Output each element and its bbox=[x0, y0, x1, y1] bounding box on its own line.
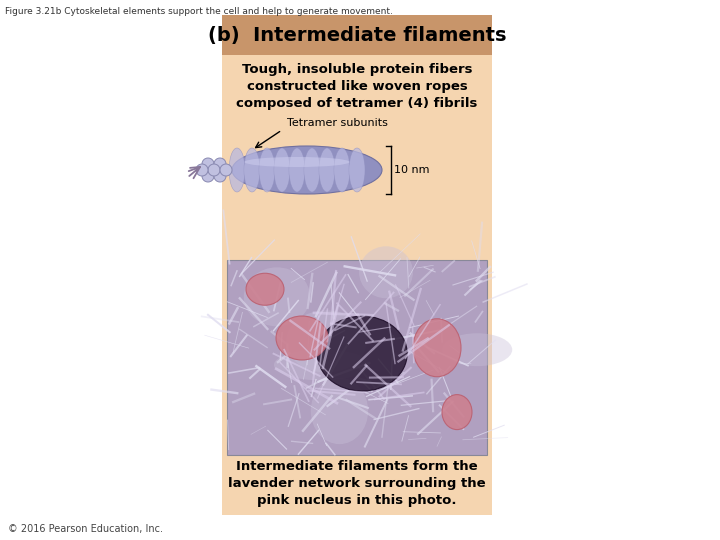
Text: Intermediate filaments form the
lavender network surrounding the
pink nucleus in: Intermediate filaments form the lavender… bbox=[228, 460, 486, 507]
Circle shape bbox=[220, 164, 232, 176]
Text: Figure 3.21b Cytoskeletal elements support the cell and help to generate movemen: Figure 3.21b Cytoskeletal elements suppo… bbox=[5, 7, 393, 16]
FancyBboxPatch shape bbox=[227, 260, 487, 455]
Ellipse shape bbox=[244, 267, 310, 326]
Ellipse shape bbox=[259, 148, 275, 192]
Ellipse shape bbox=[334, 148, 350, 192]
Circle shape bbox=[208, 164, 220, 176]
Ellipse shape bbox=[246, 273, 284, 305]
Circle shape bbox=[202, 158, 214, 170]
FancyBboxPatch shape bbox=[222, 15, 492, 55]
Text: © 2016 Pearson Education, Inc.: © 2016 Pearson Education, Inc. bbox=[8, 524, 163, 534]
Ellipse shape bbox=[274, 349, 370, 380]
Text: (b)  Intermediate filaments: (b) Intermediate filaments bbox=[208, 25, 506, 44]
Ellipse shape bbox=[359, 246, 413, 298]
Ellipse shape bbox=[304, 148, 320, 192]
Text: 10 nm: 10 nm bbox=[394, 165, 430, 175]
Ellipse shape bbox=[413, 319, 461, 377]
Circle shape bbox=[214, 170, 226, 182]
Text: Tough, insoluble protein fibers
constructed like woven ropes
composed of tetrame: Tough, insoluble protein fibers construc… bbox=[236, 63, 477, 110]
Ellipse shape bbox=[442, 395, 472, 430]
Ellipse shape bbox=[276, 316, 328, 360]
Ellipse shape bbox=[442, 333, 512, 366]
Ellipse shape bbox=[311, 378, 368, 444]
Circle shape bbox=[202, 170, 214, 182]
Circle shape bbox=[196, 164, 208, 176]
Ellipse shape bbox=[286, 310, 366, 373]
Ellipse shape bbox=[232, 146, 382, 194]
Ellipse shape bbox=[289, 148, 305, 192]
Ellipse shape bbox=[229, 148, 245, 192]
Ellipse shape bbox=[319, 148, 335, 192]
Text: Tetramer subunits: Tetramer subunits bbox=[287, 118, 388, 128]
Circle shape bbox=[214, 158, 226, 170]
Ellipse shape bbox=[349, 148, 365, 192]
Ellipse shape bbox=[274, 148, 290, 192]
Ellipse shape bbox=[244, 148, 260, 192]
FancyBboxPatch shape bbox=[222, 15, 492, 515]
Ellipse shape bbox=[245, 157, 349, 167]
Ellipse shape bbox=[318, 316, 408, 391]
